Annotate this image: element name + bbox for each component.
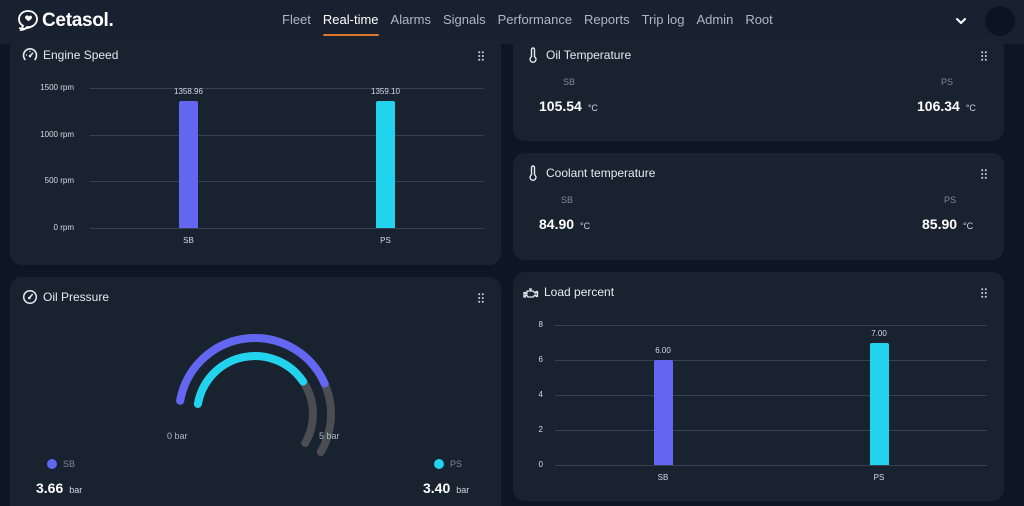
engine-speed-card: Engine Speed 0 rpm 500 rpm 1000 rpm 1500 rp… xyxy=(10,36,501,265)
y-tick-label: 1000 rpm xyxy=(40,129,74,139)
gridline xyxy=(555,325,987,326)
thermometer-icon xyxy=(529,47,537,63)
drag-handle-icon[interactable] xyxy=(981,169,987,179)
y-tick-label: 2 xyxy=(538,425,543,434)
ps-label: PS xyxy=(941,77,954,87)
sb-label: SB xyxy=(563,77,576,87)
y-tick-label: 0 xyxy=(538,460,543,469)
x-category-label: SB xyxy=(183,236,194,245)
y-tick-label: 0 rpm xyxy=(53,223,74,232)
gauge-max-label: 5 bar xyxy=(319,431,340,441)
nav-admin[interactable]: Admin xyxy=(696,12,734,27)
gauge-min-label: 0 bar xyxy=(167,431,188,441)
nav-alarms[interactable]: Alarms xyxy=(390,12,431,27)
gridline xyxy=(555,395,987,396)
oil-pressure-card: Oil Pressure 0 bar 5 bar SB 3.66 bar PS 3… xyxy=(10,277,501,506)
drag-handle-icon[interactable] xyxy=(478,293,484,303)
sb-legend-dot xyxy=(47,459,57,469)
sb-coolant-temperature-value: 84.90 °C xyxy=(539,216,590,232)
gridline xyxy=(90,134,484,136)
thermometer-icon xyxy=(529,165,537,181)
oil-pressure-title: Oil Pressure xyxy=(43,290,110,304)
drag-handle-icon[interactable] xyxy=(981,288,987,298)
sb-label: SB xyxy=(561,195,574,205)
x-category-label: PS xyxy=(380,236,391,245)
gauge-icon xyxy=(22,289,38,305)
gridline xyxy=(90,228,484,229)
sb-oil-pressure-value: 3.66 bar xyxy=(36,480,82,496)
nav-reports[interactable]: Reports xyxy=(584,12,630,27)
oil-temperature-card: Oil Temperature SB 105.54 °C PS 106.34 °C xyxy=(513,36,1004,141)
whale-logo-icon xyxy=(18,10,38,32)
bar-ps[interactable] xyxy=(869,342,889,465)
x-category-label: PS xyxy=(873,473,885,482)
sb-legend-label: SB xyxy=(63,459,76,469)
gridline xyxy=(90,181,484,183)
gridline xyxy=(90,88,484,89)
bar-value-label: 6.00 xyxy=(655,346,671,355)
coolant-temperature-card: Coolant temperature SB 84.90 °C PS 85.90 °… xyxy=(513,153,1004,260)
value-number: 3.66 xyxy=(36,480,64,496)
bar-sb[interactable] xyxy=(653,360,673,465)
brand-logo[interactable]: Cetasol. xyxy=(16,6,114,36)
ps-coolant-temperature-value: 85.90 °C xyxy=(922,216,973,232)
nav-root[interactable]: Root xyxy=(745,12,773,27)
y-tick-label: 500 rpm xyxy=(44,176,74,186)
main-nav: Fleet Real-time Alarms Signals Performan… xyxy=(276,12,779,36)
ps-legend-label: PS xyxy=(450,459,463,469)
bar-value-label: 7.00 xyxy=(871,328,887,338)
load-percent-chart: 0 2 4 6 8 6.00 SB 7.00 PS xyxy=(513,272,1004,501)
y-tick-label: 1500 rpm xyxy=(40,83,74,92)
ps-label: PS xyxy=(944,195,957,205)
load-percent-title: Load percent xyxy=(544,285,615,299)
nav-performance[interactable]: Performance xyxy=(497,12,573,27)
value-number: 84.90 xyxy=(539,216,575,232)
x-category-label: SB xyxy=(657,473,669,482)
value-unit: °C xyxy=(965,103,976,113)
nav-signals[interactable]: Signals xyxy=(442,12,486,27)
value-unit: °C xyxy=(963,221,974,231)
nav-fleet[interactable]: Fleet xyxy=(282,12,311,27)
value-number: 85.90 xyxy=(922,216,958,232)
bar-ps[interactable] xyxy=(376,101,395,228)
y-tick-label: 8 xyxy=(538,320,543,329)
y-tick-label: 6 xyxy=(538,355,543,364)
value-unit: bar xyxy=(456,485,470,495)
nav-trip-log[interactable]: Trip log xyxy=(641,12,685,27)
brand-name: Cetasol. xyxy=(42,10,114,31)
oil-pressure-gauge xyxy=(176,334,335,456)
engine-speed-title: Engine Speed xyxy=(43,48,119,62)
value-unit: °C xyxy=(580,221,591,231)
value-unit: bar xyxy=(69,485,83,495)
bar-value-label: 1359.10 xyxy=(371,87,400,97)
load-percent-card: Load percent 0 2 4 6 8 6.00 SB 7.00 PS xyxy=(513,272,1004,501)
sb-oil-temperature-value: 105.54 °C xyxy=(539,98,598,114)
value-number: 106.34 xyxy=(917,98,960,114)
coolant-temperature-title: Coolant temperature xyxy=(546,166,656,180)
oil-temperature-title: Oil Temperature xyxy=(546,48,632,62)
sb-gauge-arc xyxy=(176,334,329,405)
engine-speed-chart: 0 rpm 500 rpm 1000 rpm 1500 rpm 1358.96 SB 135… xyxy=(10,36,501,265)
drag-handle-icon[interactable] xyxy=(981,51,987,61)
gridline xyxy=(555,360,987,361)
value-number: 3.40 xyxy=(423,480,451,496)
chevron-down-icon[interactable] xyxy=(954,14,968,28)
ps-oil-temperature-value: 106.34 °C xyxy=(917,98,976,114)
y-tick-label: 4 xyxy=(538,390,543,399)
drag-handle-icon[interactable] xyxy=(478,51,484,61)
bar-sb[interactable] xyxy=(179,101,198,228)
ps-legend-dot xyxy=(434,459,444,469)
gridline xyxy=(555,465,987,466)
value-number: 105.54 xyxy=(539,98,582,114)
speedometer-icon xyxy=(22,48,38,61)
ps-gauge-arc xyxy=(193,352,308,408)
value-unit: °C xyxy=(587,103,598,113)
ps-oil-pressure-value: 3.40 bar xyxy=(423,480,469,496)
user-avatar[interactable] xyxy=(985,6,1015,36)
engine-icon xyxy=(523,288,539,298)
bar-value-label: 1358.96 xyxy=(174,87,203,97)
gridline xyxy=(555,430,987,431)
nav-real-time[interactable]: Real-time xyxy=(317,12,385,36)
